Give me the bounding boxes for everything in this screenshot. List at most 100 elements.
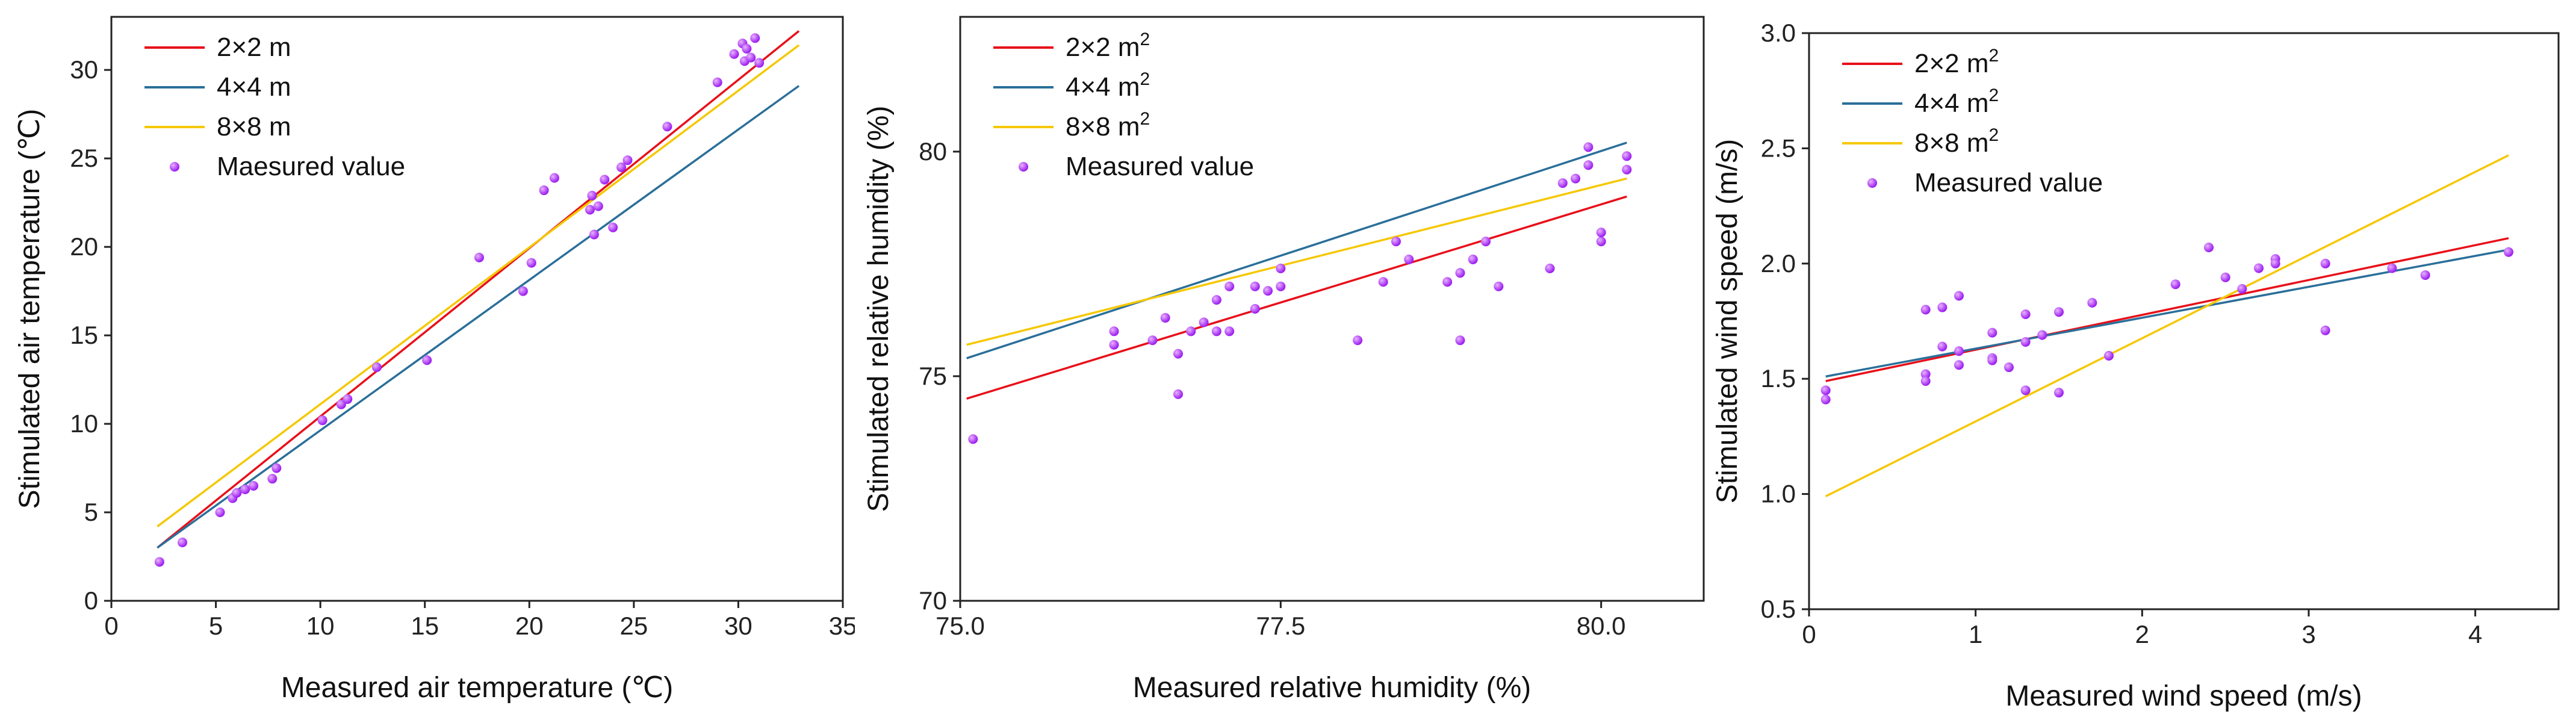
data-point [272, 463, 282, 473]
data-point [1545, 263, 1555, 273]
data-point [2020, 337, 2031, 347]
data-point [1263, 286, 1273, 296]
data-point [1250, 281, 1260, 291]
data-point [2170, 279, 2180, 290]
data-point [1494, 281, 1504, 291]
legend-label: 4×4 m2 [1914, 85, 1999, 118]
plot-frame [1808, 32, 2560, 610]
y-tick-label: 80 [919, 137, 947, 166]
data-point [1596, 237, 1606, 247]
data-point [518, 286, 528, 296]
data-point [1276, 281, 1286, 291]
data-point [1954, 291, 1964, 301]
y-axis-label: Stimulated air temperature (℃) [14, 109, 46, 509]
data-point [2270, 258, 2280, 268]
data-point [1173, 389, 1183, 399]
legend-label: 2×2 m2 [1914, 46, 1999, 78]
data-point [585, 205, 595, 215]
data-point [1937, 341, 1948, 352]
data-point [1391, 237, 1401, 247]
data-point [1987, 327, 1997, 338]
data-point [1583, 160, 1594, 170]
data-point [240, 484, 250, 494]
data-point [1557, 178, 1568, 188]
data-point [1109, 340, 1119, 350]
data-point [1571, 173, 1581, 184]
data-point [968, 434, 978, 444]
data-point [746, 52, 756, 63]
data-point [2004, 362, 2014, 373]
series-line [966, 177, 1627, 346]
data-point [2220, 272, 2230, 282]
data-point [343, 394, 353, 404]
data-point [1920, 305, 1931, 315]
x-tick-label: 0 [1802, 620, 1816, 648]
data-point [249, 480, 259, 491]
x-tick-label: 75.0 [936, 612, 985, 640]
y-tick-label: 1.5 [1761, 364, 1796, 393]
y-axis-label: Stimulated relative humidity (%) [863, 106, 895, 512]
x-tick-label: 10 [306, 612, 335, 640]
data-point [317, 415, 327, 426]
data-point [750, 33, 760, 43]
legend-label-points: Maesured value [217, 152, 405, 181]
data-point [2254, 263, 2264, 273]
x-tick-label: 15 [411, 612, 439, 640]
series-line [157, 85, 800, 549]
chart-panel-air-temperature: 0 5 10 15 20 25 30 35 0 5 10 15 20 25 30 Measured air t… [0, 0, 855, 720]
data-point [1109, 326, 1119, 337]
data-point [1820, 394, 1831, 405]
data-point [2504, 247, 2513, 257]
data-point [1468, 254, 1478, 264]
x-axis-label: Measured relative humidity (%) [1133, 672, 1532, 704]
y-tick-label: 70 [919, 586, 947, 615]
chart-relative-humidity: 75.0 77.5 80.0 70 75 80 Measured relative humi… [863, 16, 1705, 704]
legend-label-points: Measured value [1914, 168, 2103, 197]
series-line [157, 30, 800, 549]
data-point [1250, 304, 1260, 314]
data-point [2037, 330, 2047, 340]
legend-label: 8×8 m [217, 112, 291, 141]
y-axis-label: Stimulated wind speed (m/s) [1712, 139, 1743, 504]
x-tick-label: 25 [619, 612, 648, 640]
data-point [1920, 369, 1931, 379]
chart-panel-wind-speed: 0 1 2 3 4 0.5 1.0 1.5 2.0 2.5 3.0 Measured wind spe… [1710, 0, 2576, 720]
data-point [1160, 312, 1170, 323]
data-point [616, 162, 627, 172]
data-point [1199, 317, 1209, 327]
data-point [2054, 388, 2064, 398]
data-point [1920, 376, 1931, 386]
data-point [2020, 309, 2031, 320]
y-tick-label: 0 [84, 586, 98, 615]
data-point [1186, 326, 1196, 337]
data-point [178, 538, 188, 547]
x-tick-label: 80.0 [1577, 612, 1626, 640]
legend-label: 8×8 m2 [1066, 109, 1150, 141]
data-point [2054, 307, 2064, 317]
data-point [2320, 258, 2330, 268]
data-point [662, 122, 672, 132]
data-point [2237, 284, 2247, 294]
legend-label: 4×4 m2 [1066, 69, 1150, 102]
data-point [215, 507, 225, 518]
data-point [267, 474, 278, 484]
data-point [1276, 263, 1286, 273]
y-tick-label: 25 [70, 144, 98, 172]
data-point [729, 49, 739, 59]
data-point [422, 355, 432, 365]
data-point [1987, 355, 1997, 365]
data-point [1173, 349, 1183, 359]
x-tick-label: 77.5 [1256, 612, 1305, 640]
x-tick-label: 3 [2301, 620, 2315, 648]
data-point [2204, 243, 2214, 253]
data-point [1147, 335, 1158, 346]
y-tick-label: 20 [70, 232, 98, 261]
data-point [2104, 350, 2114, 361]
data-point [622, 155, 633, 166]
data-point [539, 185, 549, 196]
x-tick-label: 1 [1969, 620, 1982, 648]
x-axis-label: Measured wind speed (m/s) [2005, 680, 2362, 712]
plot-frame [110, 16, 844, 602]
legend-point-swatch [1867, 178, 1877, 188]
data-point [2320, 325, 2330, 335]
